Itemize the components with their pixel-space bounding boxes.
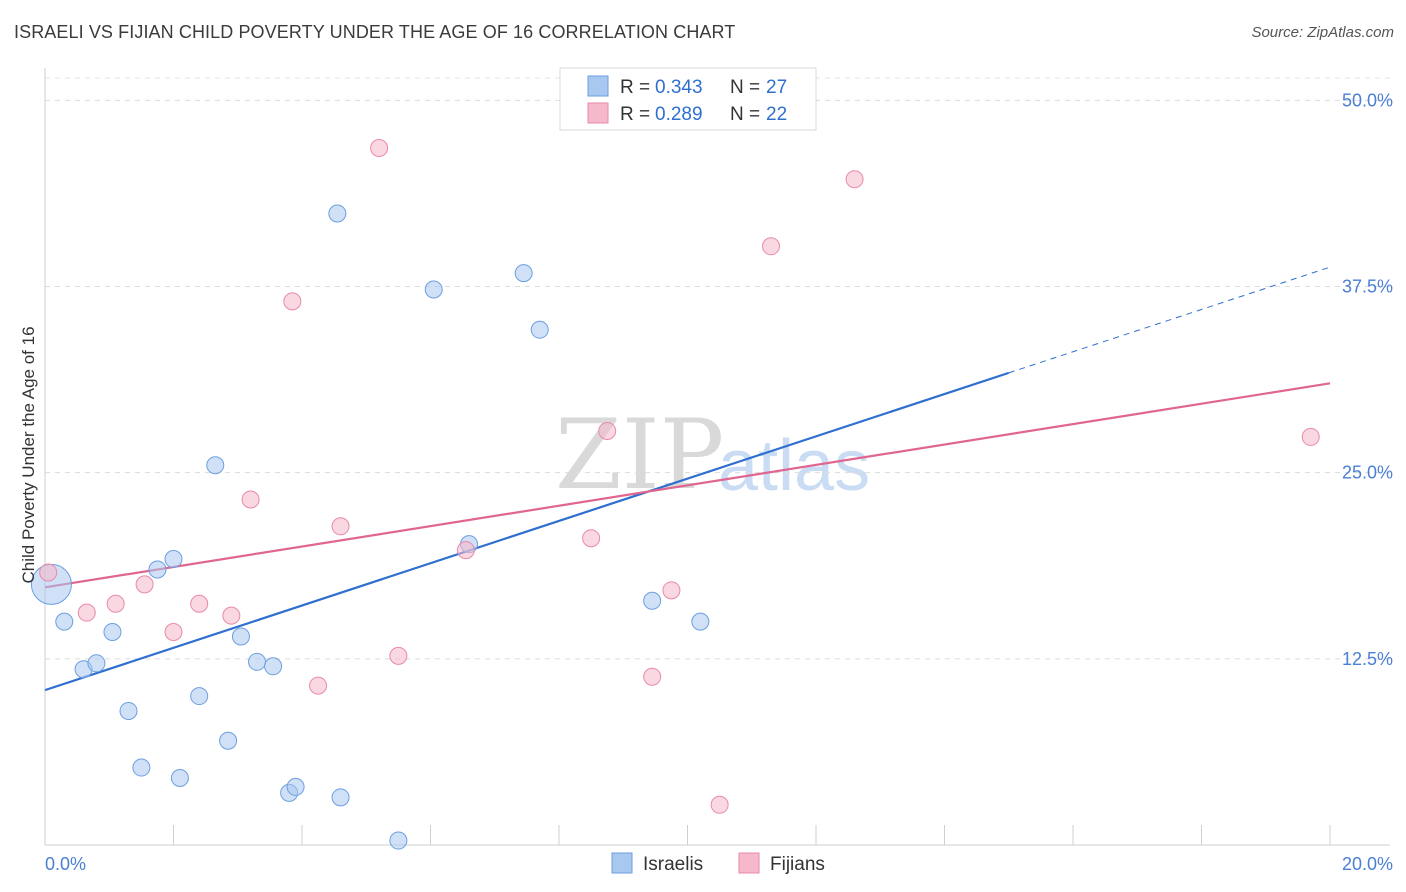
- series-legend: Israelis Fijians: [611, 852, 825, 875]
- tick-labels: 12.5% 25.0% 37.5% 50.0% 0.0% 20.0%: [45, 90, 1393, 874]
- point-israelis-5: [119, 701, 138, 720]
- legend-r-label-1: R =: [620, 77, 650, 98]
- legend-r-value-2: 0.289: [655, 104, 703, 125]
- point-fijians-9: [309, 676, 328, 695]
- legend-swatch-israelis: [587, 75, 609, 97]
- x-tick-label-1: 20.0%: [1342, 854, 1393, 874]
- watermark-atlas: atlas: [718, 426, 870, 506]
- trend-line-israelis-extension: [1008, 266, 1331, 374]
- trend-lines: [44, 266, 1331, 692]
- point-israelis-6: [132, 758, 151, 777]
- point-israelis-9: [170, 768, 189, 787]
- point-fijians-7: [241, 490, 260, 509]
- stats-legend: R = 0.343 N = 27 R = 0.289 N = 22: [559, 67, 817, 131]
- point-israelis-12: [219, 731, 238, 750]
- legend-r-value-1: 0.343: [655, 77, 703, 98]
- point-israelis-18: [328, 204, 347, 223]
- point-israelis-19: [331, 788, 350, 807]
- point-israelis-1: [55, 612, 74, 631]
- chart-title: ISRAELI VS FIJIAN CHILD POVERTY UNDER TH…: [14, 22, 736, 42]
- series-legend-swatch-fijians: [738, 852, 760, 874]
- point-israelis-3: [87, 654, 106, 673]
- series-legend-fijians: Fijians: [770, 854, 825, 875]
- point-israelis-7: [148, 560, 167, 579]
- point-fijians-21: [1301, 427, 1320, 446]
- axes: [44, 68, 1390, 846]
- point-israelis-15: [264, 657, 283, 676]
- legend-n-label-2: N =: [730, 104, 760, 125]
- point-israelis-10: [190, 687, 209, 706]
- point-fijians-0: [39, 563, 58, 582]
- point-fijians-15: [598, 421, 617, 440]
- y-axis-label: Child Poverty Under the Age of 16: [19, 326, 38, 583]
- point-israelis-21: [424, 280, 443, 299]
- point-fijians-11: [370, 138, 389, 157]
- point-fijians-20: [845, 170, 864, 189]
- legend-n-label-1: N =: [730, 77, 760, 98]
- y-tick-label-0: 12.5%: [1342, 649, 1393, 669]
- legend-r-label-2: R =: [620, 104, 650, 125]
- y-tick-label-2: 37.5%: [1342, 277, 1393, 297]
- point-fijians-8: [283, 292, 302, 311]
- point-israelis-13: [231, 627, 250, 646]
- point-fijians-19: [762, 237, 781, 256]
- legend-swatch-fijians: [587, 102, 609, 124]
- point-fijians-13: [456, 541, 475, 560]
- point-israelis-24: [530, 320, 549, 339]
- trend-line-israelis: [44, 371, 1010, 692]
- point-fijians-1: [77, 603, 96, 622]
- point-fijians-6: [222, 606, 241, 625]
- point-israelis-26: [691, 612, 710, 631]
- y-tick-label-3: 50.0%: [1342, 90, 1393, 110]
- x-tick-label-0: 0.0%: [45, 854, 86, 874]
- point-israelis-14: [248, 652, 267, 671]
- y-tick-label-1: 25.0%: [1342, 463, 1393, 483]
- point-fijians-18: [710, 795, 729, 814]
- legend-n-value-1: 27: [766, 77, 787, 98]
- point-fijians-3: [135, 575, 154, 594]
- point-fijians-14: [582, 529, 601, 548]
- scatter-points: [30, 138, 1320, 850]
- trend-line-fijians: [44, 382, 1331, 589]
- point-israelis-4: [103, 623, 122, 642]
- point-fijians-4: [164, 623, 183, 642]
- point-israelis-23: [514, 264, 533, 283]
- gridlines: [45, 77, 1390, 660]
- point-israelis-8: [164, 550, 183, 569]
- source-label: Source: ZipAtlas.com: [1251, 24, 1394, 41]
- point-fijians-5: [190, 594, 209, 613]
- series-legend-israelis: Israelis: [643, 854, 703, 875]
- point-fijians-2: [106, 594, 125, 613]
- point-fijians-17: [662, 581, 681, 600]
- series-legend-swatch-israelis: [611, 852, 633, 874]
- point-fijians-10: [331, 517, 350, 536]
- point-israelis-17: [286, 777, 305, 796]
- legend-n-value-2: 22: [766, 104, 787, 125]
- point-israelis-11: [206, 456, 225, 475]
- point-israelis-25: [643, 591, 662, 610]
- point-fijians-16: [643, 667, 662, 686]
- point-fijians-12: [389, 646, 408, 665]
- point-israelis-20: [389, 831, 408, 850]
